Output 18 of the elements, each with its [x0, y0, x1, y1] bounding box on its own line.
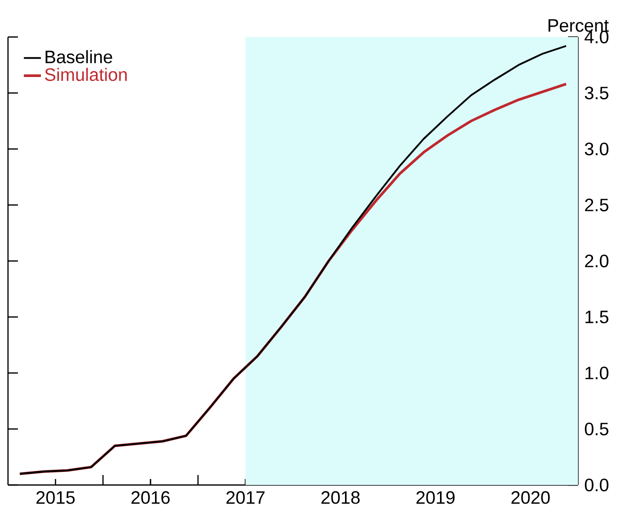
x-tick-label: 2018: [321, 491, 360, 504]
y-tick-label: 3.0: [584, 142, 608, 156]
legend-label: Baseline: [46, 50, 112, 64]
y-tick-label: 3.5: [584, 86, 608, 100]
y-axis-title: Percent: [548, 19, 609, 32]
y-tick-label: 2.0: [585, 254, 608, 268]
y-tick-label: 0.5: [584, 422, 608, 436]
y-tick-label: 1.0: [586, 366, 608, 380]
x-tick-label: 2020: [511, 491, 550, 504]
y-tick-label: 4.0: [584, 30, 608, 44]
x-tick-label: 2015: [36, 491, 75, 504]
x-tick-label: 2016: [131, 491, 170, 504]
y-tick-label: 1.5: [586, 310, 608, 324]
x-tick-label: 2019: [416, 491, 455, 504]
y-tick-label: 0.0: [584, 478, 608, 492]
y-tick-label: 2.5: [585, 198, 608, 212]
x-tick-label: 2017: [226, 491, 265, 504]
legend-label: Simulation: [44, 68, 127, 81]
